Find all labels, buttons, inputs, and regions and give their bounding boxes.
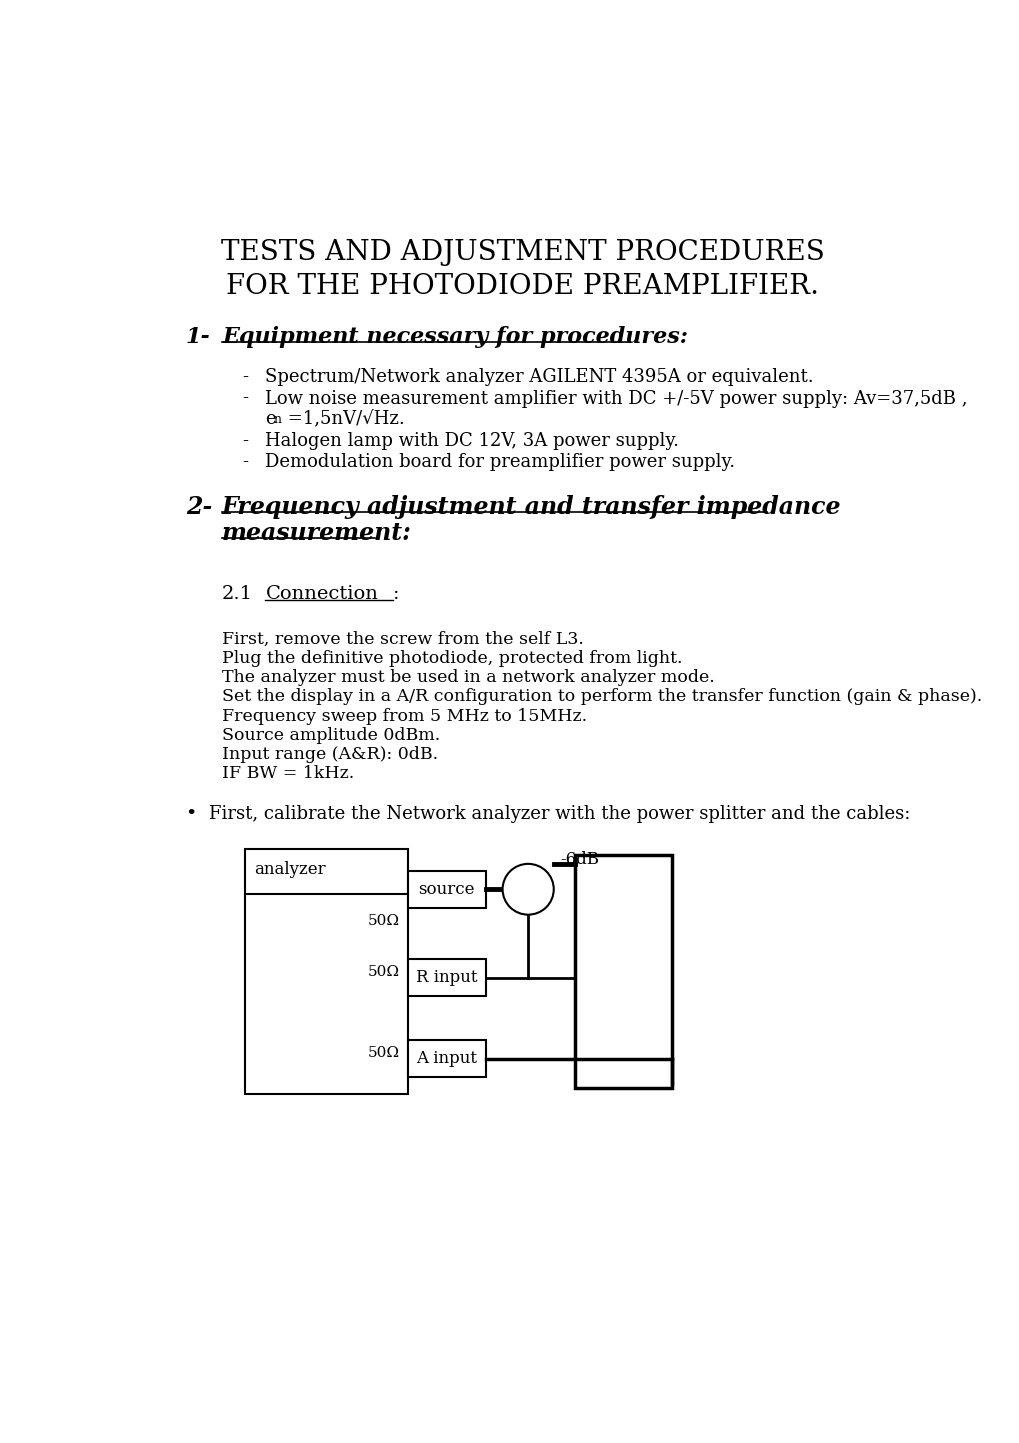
Text: -: - bbox=[242, 390, 248, 407]
Text: Equipment necessary for procedures:: Equipment necessary for procedures: bbox=[222, 326, 688, 348]
Text: 50Ω: 50Ω bbox=[368, 1046, 399, 1061]
Bar bbox=[408, 870, 485, 908]
Text: Input range (A&R): 0dB.: Input range (A&R): 0dB. bbox=[222, 746, 438, 763]
Text: :: : bbox=[392, 584, 398, 603]
Text: Spectrum/Network analyzer AGILENT 4395A or equivalent.: Spectrum/Network analyzer AGILENT 4395A … bbox=[265, 368, 813, 385]
Text: Low noise measurement amplifier with DC +/-5V power supply: Av=37,5dB ,: Low noise measurement amplifier with DC … bbox=[265, 390, 967, 407]
Text: 50Ω: 50Ω bbox=[368, 965, 399, 980]
Text: Demodulation board for preamplifier power supply.: Demodulation board for preamplifier powe… bbox=[265, 453, 735, 470]
Text: Connection: Connection bbox=[265, 584, 378, 603]
Text: Source amplitude 0dBm.: Source amplitude 0dBm. bbox=[222, 727, 440, 743]
Text: -6dB: -6dB bbox=[560, 851, 599, 867]
Bar bbox=[574, 856, 671, 1088]
Text: -: - bbox=[242, 453, 248, 470]
Text: Halogen lamp with DC 12V, 3A power supply.: Halogen lamp with DC 12V, 3A power suppl… bbox=[265, 431, 679, 450]
Text: The analyzer must be used in a network analyzer mode.: The analyzer must be used in a network a… bbox=[222, 670, 714, 685]
Text: -: - bbox=[242, 431, 248, 450]
Text: IF BW = 1kHz.: IF BW = 1kHz. bbox=[222, 765, 354, 782]
Text: 2-: 2- bbox=[185, 495, 212, 519]
Text: First, calibrate the Network analyzer with the power splitter and the cables:: First, calibrate the Network analyzer wi… bbox=[209, 805, 909, 823]
Text: Frequency sweep from 5 MHz to 15MHz.: Frequency sweep from 5 MHz to 15MHz. bbox=[222, 707, 587, 724]
Text: 2.1: 2.1 bbox=[222, 584, 253, 603]
Text: A input: A input bbox=[416, 1051, 477, 1068]
Text: Plug the definitive photodiode, protected from light.: Plug the definitive photodiode, protecte… bbox=[222, 649, 682, 667]
Bar bbox=[245, 850, 408, 1094]
Text: measurement:: measurement: bbox=[222, 521, 412, 545]
Text: Set the display in a A/R configuration to perform the transfer function (gain & : Set the display in a A/R configuration t… bbox=[222, 688, 981, 706]
Text: R input: R input bbox=[416, 970, 477, 987]
Circle shape bbox=[502, 864, 553, 915]
Bar bbox=[408, 960, 485, 996]
Text: n: n bbox=[273, 413, 281, 426]
Text: 50Ω: 50Ω bbox=[368, 913, 399, 928]
Bar bbox=[408, 1040, 485, 1076]
Text: -: - bbox=[242, 368, 248, 385]
Text: •: • bbox=[185, 805, 197, 823]
Text: TESTS AND ADJUSTMENT PROCEDURES: TESTS AND ADJUSTMENT PROCEDURES bbox=[221, 238, 823, 266]
Text: analyzer: analyzer bbox=[255, 861, 326, 877]
Text: First, remove the screw from the self L3.: First, remove the screw from the self L3… bbox=[222, 631, 583, 648]
Text: =1,5nV/√Hz.: =1,5nV/√Hz. bbox=[281, 410, 405, 429]
Text: FOR THE PHOTODIODE PREAMPLIFIER.: FOR THE PHOTODIODE PREAMPLIFIER. bbox=[226, 273, 818, 300]
Text: Frequency adjustment and transfer impedance: Frequency adjustment and transfer impeda… bbox=[222, 495, 841, 519]
Text: 1-: 1- bbox=[185, 326, 210, 348]
Text: source: source bbox=[418, 880, 475, 898]
Text: e: e bbox=[265, 410, 276, 429]
